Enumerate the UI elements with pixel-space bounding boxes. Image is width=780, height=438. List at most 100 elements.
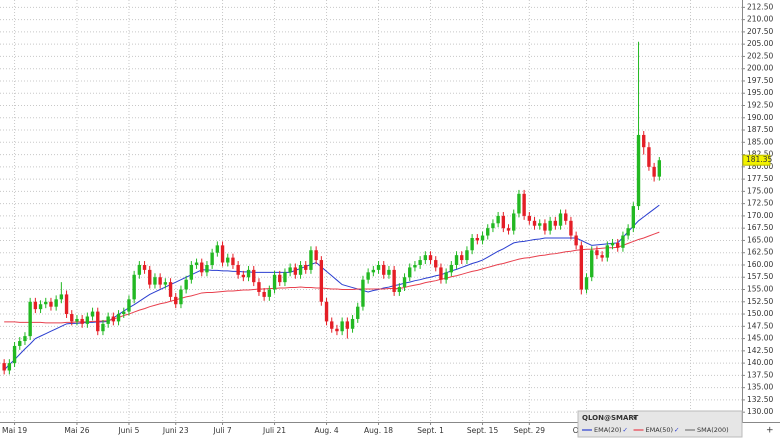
candle-body — [460, 255, 464, 261]
candle-body — [28, 301, 32, 337]
y-tick-label: 155.00 — [747, 285, 773, 294]
candle-body — [590, 250, 594, 278]
candle-body — [465, 250, 469, 261]
candle-body — [423, 255, 428, 261]
candle-body — [486, 228, 490, 236]
candle-body — [148, 269, 152, 285]
candle-body — [272, 274, 277, 290]
y-tick-label: 197.50 — [747, 76, 773, 85]
candle-body — [657, 160, 662, 177]
x-tick-label: Sept. 1 — [417, 426, 444, 435]
y-tick-label: 212.50 — [747, 2, 773, 11]
candle-body — [413, 264, 417, 268]
x-tick-label: Aug. 18 — [364, 426, 393, 435]
candle-body — [142, 264, 147, 270]
candle-body — [454, 255, 459, 265]
x-tick-label: Juli 21 — [262, 426, 286, 435]
candle-body — [548, 220, 552, 231]
candle-body — [345, 321, 350, 329]
dropdown-icon[interactable]: ▾ — [633, 414, 637, 422]
candle-body — [101, 323, 105, 332]
candle-body — [496, 215, 500, 224]
candle-body — [189, 264, 194, 280]
candle-body — [257, 282, 261, 292]
y-tick-label: 172.50 — [747, 199, 773, 208]
candle-body — [376, 264, 381, 270]
legend-label: EMA(20) — [594, 426, 622, 434]
candle-body — [584, 277, 589, 290]
candle-body — [501, 215, 506, 229]
plot — [2, 41, 662, 375]
candle-body — [543, 223, 547, 231]
legend: QLON@SMART ▾ EMA(20) ✓ EMA(50) ✓ SMA(200) — [577, 410, 743, 438]
last-price-label: 181.35 — [746, 155, 772, 164]
y-tick-label: 150.00 — [747, 309, 773, 318]
candle-body — [59, 294, 64, 300]
x-tick-label: Juni 23 — [162, 426, 189, 435]
y-tick-label: 165.00 — [747, 235, 773, 244]
candle-body — [361, 279, 365, 307]
candle-body — [70, 314, 74, 322]
y-tick-label: 160.00 — [747, 260, 773, 269]
y-tick-label: 182.50 — [747, 150, 773, 159]
candle-body — [642, 134, 646, 148]
candle-body — [106, 316, 110, 324]
candle-body — [194, 262, 199, 265]
y-tick-label: 145.00 — [747, 334, 773, 343]
candle-body — [210, 252, 214, 265]
candle-body — [428, 255, 433, 261]
candle-body — [168, 282, 173, 297]
candle-body — [382, 264, 386, 275]
candle-body — [184, 279, 188, 290]
candle-body — [595, 250, 599, 256]
candle-body — [309, 250, 313, 270]
candle-body — [288, 267, 292, 273]
candle-body — [90, 311, 95, 317]
y-tick-label: 180.00 — [747, 162, 773, 171]
candle-body — [564, 213, 568, 221]
candle-body — [153, 277, 157, 285]
legend-check: ✓ — [674, 426, 679, 434]
candle-body — [314, 250, 318, 261]
y-tick-label: 152.50 — [747, 297, 773, 306]
candle-body — [636, 134, 641, 207]
candle-body — [262, 291, 266, 297]
candle-body — [319, 260, 324, 302]
candle-body — [652, 166, 656, 177]
candle-body — [298, 264, 303, 275]
add-icon[interactable]: + — [766, 426, 774, 436]
candle-body — [626, 228, 630, 236]
candle-body — [85, 316, 90, 324]
last-price-tag — [742, 154, 771, 166]
legend-title: QLON@SMART — [582, 414, 638, 422]
y-tick-label: 167.50 — [747, 223, 773, 232]
x-tick-label: Mai 19 — [2, 426, 27, 435]
candle-body — [49, 301, 53, 307]
candle-body — [7, 363, 12, 371]
y-tick-label: 175.00 — [747, 186, 773, 195]
candle-body — [522, 193, 526, 216]
candle-body — [252, 269, 256, 283]
candle-body — [2, 363, 6, 371]
candle-body — [579, 245, 584, 290]
y-tick-label: 210.00 — [747, 15, 773, 24]
candle-body — [231, 257, 235, 265]
candle-body — [127, 299, 131, 312]
y-tick-label: 130.00 — [747, 407, 773, 416]
candle-body — [506, 228, 511, 231]
y-tick-label: 195.00 — [747, 88, 773, 97]
candle-body — [475, 237, 480, 241]
candle-body — [293, 267, 298, 275]
grid — [0, 0, 742, 422]
candle-body — [12, 345, 17, 364]
legend-box — [577, 410, 743, 438]
candle-body — [111, 316, 116, 322]
candle-body — [205, 264, 209, 273]
candle-body — [340, 321, 344, 332]
candle-body — [33, 301, 38, 310]
candle-body — [532, 220, 537, 226]
candle-body — [122, 311, 126, 315]
y-tick-label: 192.50 — [747, 101, 773, 110]
candle-body — [215, 245, 220, 253]
